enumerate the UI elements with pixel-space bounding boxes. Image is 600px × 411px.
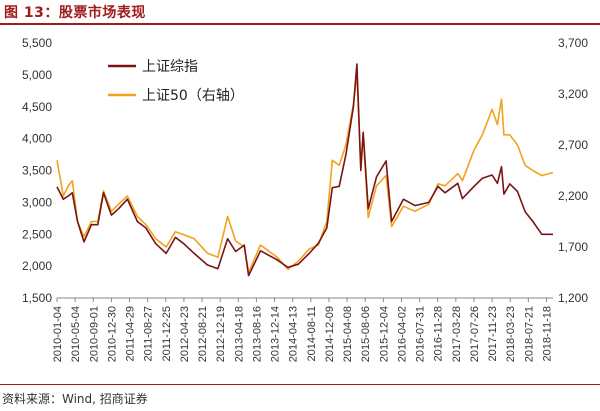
x-tick-label: 2013-12-14: [270, 306, 282, 362]
x-tick-label: 2011-04-29: [125, 306, 137, 361]
y-left-tick-label: 5,500: [22, 36, 52, 50]
y-right-tick-label: 2,200: [558, 189, 588, 203]
y-right-tick-label: 2,700: [558, 138, 588, 152]
title-rule: [0, 23, 600, 25]
source-rule: [0, 384, 600, 385]
line-chart: 1,500 2,000 2,500 3,000 3,500 4,000 4,500 5,000…: [22, 36, 588, 362]
series-line-shangzheng50: [56, 72, 554, 274]
chart-axes: 1,500 2,000 2,500 3,000 3,500 4,000 4,500 5,000…: [22, 36, 588, 362]
x-tick-label: 2010-09-01: [88, 306, 100, 362]
x-tick-label: 2012-12-19: [215, 306, 227, 362]
y-left-tick-label: 2,000: [22, 259, 52, 273]
x-tick-label: 2010-12-30: [106, 306, 118, 362]
y-right-tick-label: 1,200: [558, 291, 588, 305]
x-tick-label: 2015-08-06: [360, 306, 372, 362]
x-tick-label: 2016-07-31: [415, 306, 427, 362]
y-left-tick-label: 4,500: [22, 100, 52, 114]
x-tick-label: 2016-04-02: [396, 306, 408, 362]
x-tick-label: 2012-04-23: [179, 306, 191, 362]
x-tick-label: 2017-11-23: [487, 306, 499, 361]
x-tick-label: 2015-12-04: [378, 306, 390, 362]
x-tick-label: 2015-04-08: [342, 306, 354, 362]
x-tick-label: 2018-03-23: [505, 306, 517, 362]
x-tick-label: 2010-01-04: [52, 306, 64, 362]
figure-title: 图 13：股票市场表现: [4, 5, 146, 21]
series-line-shangzheng-composite: [56, 63, 553, 277]
y-right-tick-label: 3,200: [558, 87, 588, 101]
x-tick-label: 2018-07-21: [523, 306, 535, 362]
x-tick-label: 2011-12-25: [161, 306, 173, 361]
x-tick-label: 2018-11-18: [542, 306, 554, 361]
x-tick-label: 2010-05-04: [70, 306, 82, 362]
x-tick-label: 2013-04-18: [233, 306, 245, 362]
x-tick-label: 2011-08-27: [143, 306, 155, 361]
y-right-tick-label: 1,700: [558, 240, 588, 254]
source-note: 资料来源：Wind, 招商证券: [2, 392, 148, 406]
y-left-tick-label: 2,500: [22, 227, 52, 241]
x-tick-label: 2014-12-09: [324, 306, 336, 362]
x-tick-label: 2012-08-21: [197, 306, 209, 362]
x-tick-label: 2017-03-28: [451, 306, 463, 362]
y-left-tick-label: 3,500: [22, 164, 52, 178]
y-right-tick-label: 3,700: [558, 36, 588, 50]
y-left-tick-label: 3,000: [22, 195, 52, 209]
x-tick-label: 2016-11-28: [433, 306, 445, 361]
y-left-tick-label: 5,000: [22, 68, 52, 82]
y-left-tick-label: 4,000: [22, 132, 52, 146]
x-tick-label: 2014-04-13: [288, 306, 300, 362]
x-tick-label: 2017-07-26: [469, 306, 481, 362]
x-tick-label: 2014-08-11: [306, 306, 318, 361]
x-tick-label: 2013-08-16: [251, 306, 263, 362]
chart-series: [56, 63, 554, 277]
y-left-tick-label: 1,500: [22, 291, 52, 305]
legend-label: 上证50（右轴）: [142, 88, 244, 104]
legend-label: 上证综指: [142, 59, 198, 75]
